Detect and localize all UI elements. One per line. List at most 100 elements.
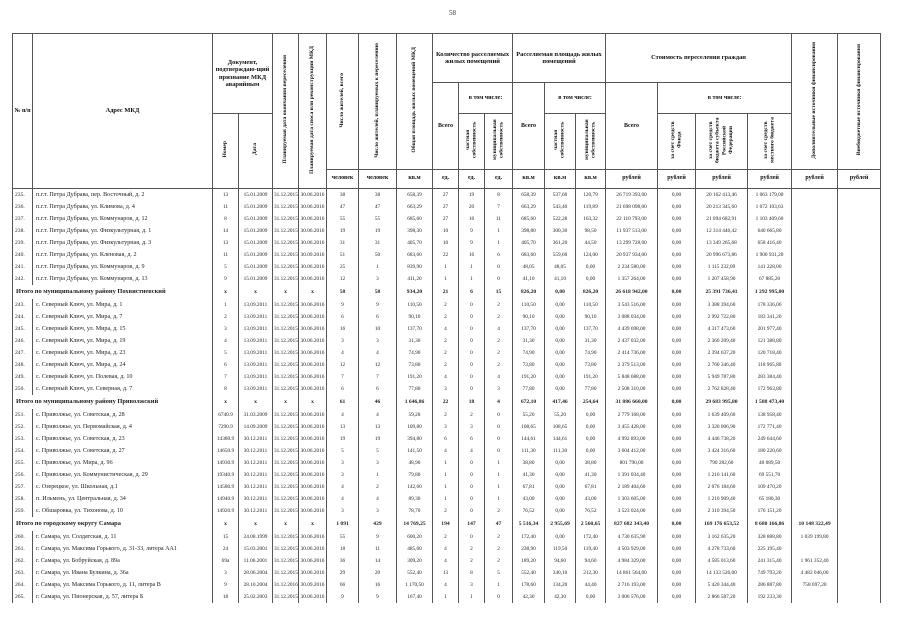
- extrabudget-sources-cell: [837, 432, 882, 445]
- area-mkd-cell: 191,20: [396, 370, 433, 383]
- table-row: 260. г. Самара, ул. Солдатская, д. 11 15 24…: [12, 530, 882, 543]
- count-total-cell: 27: [432, 188, 459, 201]
- unit-count-total: ед.: [432, 168, 459, 189]
- doc-date-cell: 15.01.2009: [238, 260, 273, 273]
- date-demolition-cell: 30.09.2016: [298, 248, 327, 261]
- additional-sources-cell: [791, 236, 839, 249]
- unit-extrabudget-sources: рублей: [837, 168, 882, 189]
- col-header-area-total: Всего: [512, 82, 546, 170]
- area-total-cell: 672,10: [512, 394, 546, 409]
- cost-subject-cell: 29 683 995,80: [695, 394, 749, 409]
- cost-total-cell: 3 604 412,00: [605, 444, 659, 457]
- date-demolition-cell: 30.06.2016: [298, 420, 327, 433]
- cost-local-cell: 1 900 931,20: [747, 248, 793, 261]
- doc-number-cell: х: [212, 394, 239, 409]
- row-number-cell: 245.: [12, 322, 33, 335]
- col-header-area-municipal: муниципальная собственность: [575, 113, 607, 170]
- cost-local-cell: 1 103 409,60: [747, 212, 793, 225]
- residents-total-cell: 7: [326, 370, 359, 383]
- area-mkd-cell: 485,60: [396, 542, 433, 555]
- doc-date-cell: 31.03.2009: [238, 408, 273, 421]
- area-mkd-cell: 78,70: [396, 504, 433, 517]
- table-row: 261. г. Самара, ул. Максима Горького, д. …: [12, 542, 882, 555]
- area-municipal-cell: 0,00: [575, 272, 607, 285]
- doc-number-cell: 14940.9: [212, 492, 239, 505]
- additional-sources-cell: 758 697,20: [791, 578, 839, 591]
- doc-number-cell: 14930.9: [212, 456, 239, 469]
- date-end-cell: 31.12.2015: [272, 542, 299, 555]
- cost-subject-cell: 2 992 722,80: [695, 310, 749, 323]
- area-private-cell: 340,10: [544, 566, 577, 579]
- area-municipal-cell: 38,80: [575, 456, 607, 469]
- date-end-cell: 31.12.2015: [272, 530, 299, 543]
- area-municipal-cell: 90,10: [575, 310, 607, 323]
- cost-subject-cell: 2 866 587,20: [695, 590, 749, 603]
- doc-date-cell: 30.12.2011: [238, 480, 273, 493]
- count-municipal-cell: 2: [483, 310, 514, 323]
- residents-total-cell: 31: [326, 236, 359, 249]
- area-total-cell: 137,70: [512, 322, 546, 335]
- additional-sources-cell: [791, 492, 839, 505]
- cost-total-cell: 3 006 576,00: [605, 590, 659, 603]
- count-private-cell: 147: [458, 516, 485, 531]
- count-private-cell: 0: [458, 468, 485, 481]
- cost-local-cell: 1 588 473,40: [747, 394, 793, 409]
- count-municipal-cell: 8: [483, 188, 514, 201]
- date-end-cell: 31.12.2015: [272, 566, 299, 579]
- area-municipal-cell: 172,40: [575, 530, 607, 543]
- additional-sources-cell: [791, 444, 839, 457]
- residents-total-cell: 16: [326, 322, 359, 335]
- area-mkd-cell: 398,30: [396, 224, 433, 237]
- area-mkd-cell: 167,40: [396, 590, 433, 603]
- doc-date-cell: 30.12.2011: [238, 432, 273, 445]
- row-number-cell: 235.: [12, 188, 33, 201]
- total-label: Итого по муниципальному району Похвистне…: [12, 284, 213, 299]
- col-header-count-municipal: муниципальная собственность: [483, 113, 514, 170]
- area-total-cell: 110,50: [512, 298, 546, 311]
- table-row: 242. п.г.т. Петра Дубрава, ул. Коммунаров…: [12, 272, 882, 285]
- page-number: 58: [449, 9, 456, 17]
- doc-number-cell: 19340.9: [212, 468, 239, 481]
- residents-resettle-cell: 3: [358, 456, 397, 469]
- area-private-cell: 41,10: [544, 272, 577, 285]
- residents-resettle-cell: 7: [358, 370, 397, 383]
- doc-date-cell: 30.12.2011: [238, 504, 273, 517]
- area-total-cell: 48,05: [512, 260, 546, 273]
- address-cell: с. Приволжье, ул. Коммунистическая, д. 2…: [32, 468, 213, 481]
- cost-fund-cell: 0,00: [657, 566, 697, 579]
- residents-total-cell: 3: [326, 334, 359, 347]
- area-mkd-cell: 663,29: [396, 200, 433, 213]
- cost-subject-cell: 1 639 409,60: [695, 408, 749, 421]
- cost-total-cell: 26 618 942,00: [605, 284, 659, 299]
- table-row: 248. с. Северный Ключ, ул. Мира, д. 24 6 13…: [12, 358, 882, 371]
- area-total-cell: 38,80: [512, 456, 546, 469]
- residents-resettle-cell: 1: [358, 260, 397, 273]
- row-number-cell: 240.: [12, 248, 33, 261]
- extrabudget-sources-cell: [837, 408, 882, 421]
- area-municipal-cell: 0,00: [575, 260, 607, 273]
- area-municipal-cell: 0,00: [575, 432, 607, 445]
- count-private-cell: 3: [458, 578, 485, 591]
- area-municipal-cell: 44,50: [575, 236, 607, 249]
- doc-number-cell: 3: [212, 566, 239, 579]
- count-municipal-cell: 1: [483, 456, 514, 469]
- doc-date-cell: 15.01.2009: [238, 248, 273, 261]
- area-mkd-cell: 110,50: [396, 298, 433, 311]
- additional-sources-cell: 1 039 199,80: [791, 530, 839, 543]
- residents-total-cell: 4: [326, 346, 359, 359]
- cost-local-cell: 69 551,70: [747, 468, 793, 481]
- unit-count-municipal: ед.: [483, 168, 514, 189]
- count-total-cell: 2: [432, 346, 459, 359]
- date-demolition-cell: 30.06.2016: [298, 200, 327, 213]
- count-municipal-cell: 0: [483, 420, 514, 433]
- count-private-cell: 0: [458, 370, 485, 383]
- doc-date-cell: 13.09.2011: [238, 346, 273, 359]
- additional-sources-cell: [791, 260, 839, 273]
- additional-sources-cell: [791, 432, 839, 445]
- date-end-cell: 31.12.2015: [272, 480, 299, 493]
- count-municipal-cell: 4: [483, 394, 514, 409]
- count-total-cell: 2: [432, 530, 459, 543]
- extrabudget-sources-cell: [837, 382, 882, 395]
- cost-total-cell: 2 379 513,00: [605, 358, 659, 371]
- residents-resettle-cell: 50: [358, 248, 397, 261]
